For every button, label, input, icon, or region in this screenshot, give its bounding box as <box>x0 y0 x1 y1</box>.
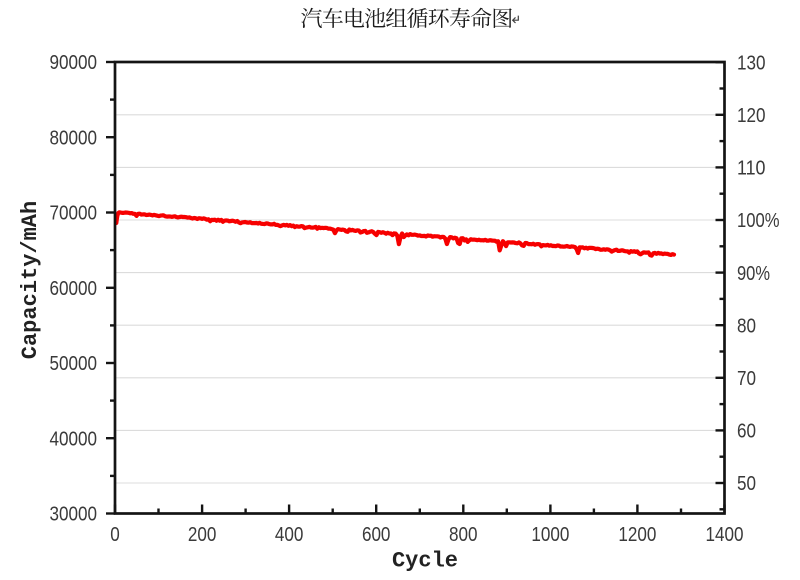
svg-text:Cycle: Cycle <box>392 549 458 574</box>
svg-text:80: 80 <box>737 315 756 337</box>
svg-text:90%: 90% <box>737 263 770 285</box>
svg-text:100%: 100% <box>737 210 780 232</box>
svg-text:130: 130 <box>737 52 766 74</box>
svg-text:400: 400 <box>275 524 304 546</box>
svg-text:1400: 1400 <box>706 524 744 546</box>
svg-text:40000: 40000 <box>50 428 98 450</box>
svg-text:Capacity/mAh: Capacity/mAh <box>18 201 43 359</box>
svg-text:90000: 90000 <box>50 52 98 74</box>
svg-text:110: 110 <box>737 158 766 180</box>
svg-text:80000: 80000 <box>50 127 98 149</box>
svg-text:70000: 70000 <box>50 203 98 225</box>
svg-text:200: 200 <box>188 524 217 546</box>
svg-text:30000: 30000 <box>50 504 98 526</box>
svg-text:800: 800 <box>449 524 478 546</box>
svg-text:1200: 1200 <box>618 524 656 546</box>
svg-text:0: 0 <box>110 524 120 546</box>
svg-text:60: 60 <box>737 421 756 443</box>
svg-text:60000: 60000 <box>50 278 98 300</box>
svg-text:120: 120 <box>737 105 766 127</box>
svg-text:50000: 50000 <box>50 353 98 375</box>
svg-text:50: 50 <box>737 473 756 495</box>
svg-text:70: 70 <box>737 368 756 390</box>
svg-text:1000: 1000 <box>531 524 569 546</box>
svg-text:600: 600 <box>362 524 391 546</box>
